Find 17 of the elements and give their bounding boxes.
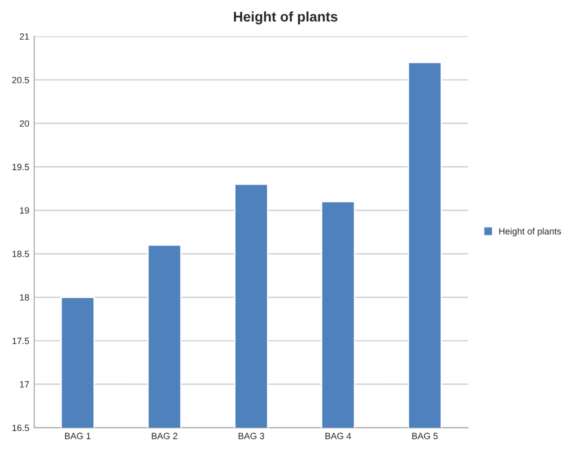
y-tick-label: 18 <box>20 294 30 301</box>
x-tick-label: BAG 5 <box>412 432 438 440</box>
y-tick-label: 17 <box>20 381 29 388</box>
legend-label: Height of plants <box>499 228 561 236</box>
x-tick-label: BAG 4 <box>325 432 352 440</box>
y-tick-label: 21 <box>20 33 29 40</box>
chart-title: Height of plants <box>234 11 338 24</box>
y-tick-label: 17.5 <box>12 338 30 344</box>
y-tick-label: 19.5 <box>12 164 30 170</box>
y-tick-label: 20 <box>20 120 30 127</box>
x-tick-label: BAG 3 <box>238 432 264 440</box>
y-tick-label: 19 <box>20 207 29 214</box>
y-tick-label: 18.5 <box>12 250 30 258</box>
y-tick-label: 20.5 <box>12 76 30 84</box>
x-tick-label: BAG 2 <box>152 432 178 440</box>
x-tick-label: BAG 1 <box>65 432 91 440</box>
y-tick-label: 16.5 <box>12 424 30 432</box>
